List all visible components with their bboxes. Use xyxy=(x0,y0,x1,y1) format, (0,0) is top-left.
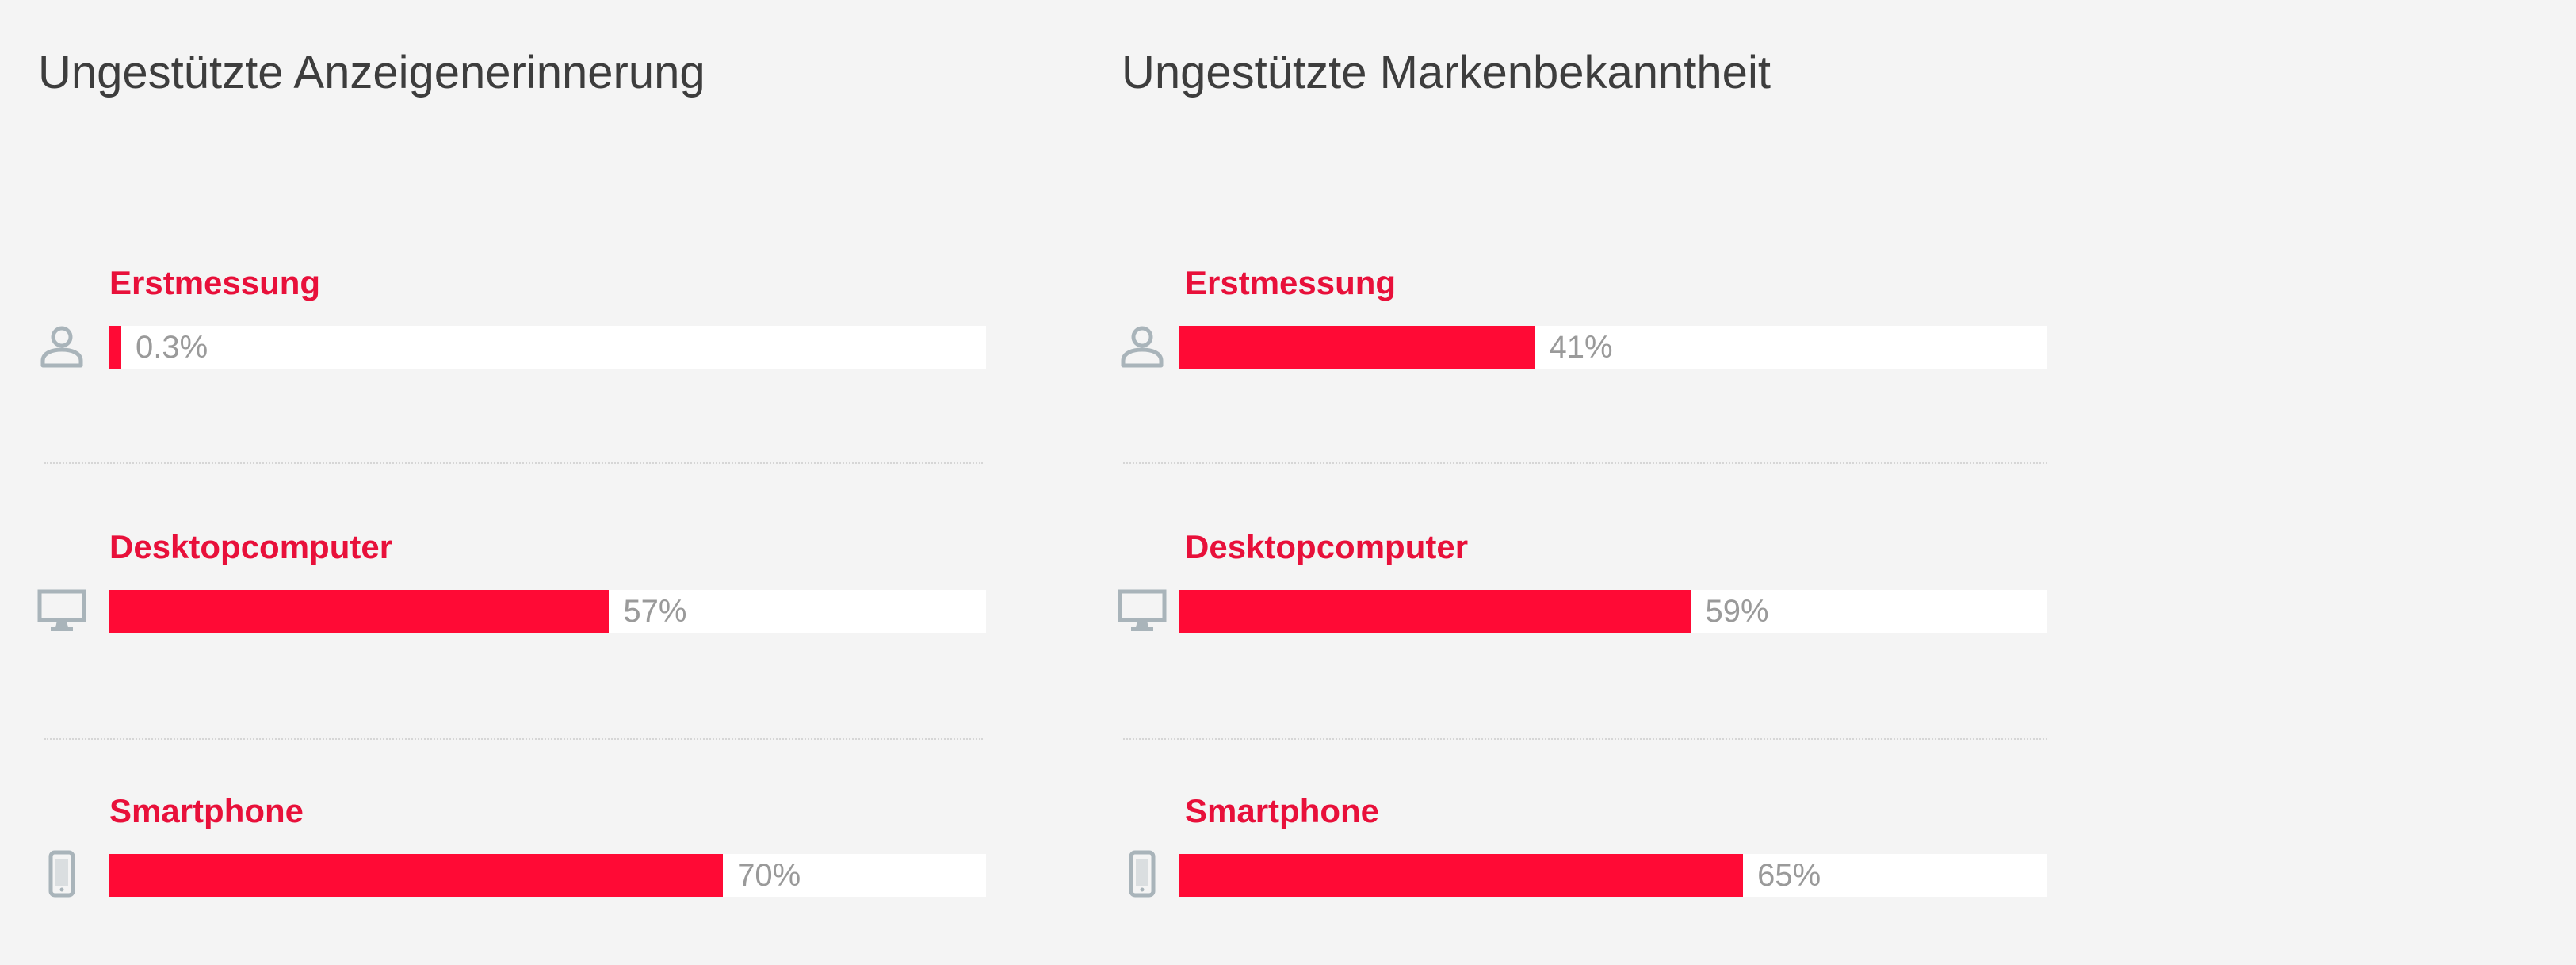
bar-value-label: 57% xyxy=(623,594,687,629)
bar-row: Desktopcomputer 57% xyxy=(0,528,999,687)
bar-value-label: 0.3% xyxy=(136,330,208,365)
smartphone-icon xyxy=(1117,849,1168,900)
person-icon xyxy=(36,321,87,372)
bar-track: 0.3% xyxy=(109,326,986,369)
bar-track: 59% xyxy=(1179,590,2047,633)
person-icon xyxy=(1117,321,1168,372)
bar xyxy=(1179,854,1744,897)
bar-row: Desktopcomputer 59% xyxy=(1078,528,2108,687)
bar-track: 41% xyxy=(1179,326,2047,369)
bar-track: 65% xyxy=(1179,854,2047,897)
bar-row: Erstmessung 41% xyxy=(1078,264,2108,423)
bar-value-label: 41% xyxy=(1549,330,1613,365)
bar-row: Smartphone 65% xyxy=(1078,792,2108,951)
row-divider xyxy=(1123,738,2047,740)
chart-panel-ad-recall: Ungestützte Anzeigenerinnerung Erstmessu… xyxy=(0,0,999,965)
bar-value-label: 70% xyxy=(737,858,801,893)
bar-row: Smartphone 70% xyxy=(0,792,999,951)
desktop-icon xyxy=(1117,585,1168,636)
desktop-icon xyxy=(36,585,87,636)
row-divider xyxy=(44,462,983,464)
bar-label: Erstmessung xyxy=(109,264,321,301)
bar-label: Erstmessung xyxy=(1185,264,1397,301)
smartphone-icon xyxy=(36,849,87,900)
bar-label: Smartphone xyxy=(1185,792,1380,829)
row-divider xyxy=(44,738,983,740)
chart-title: Ungestützte Markenbekanntheit xyxy=(1122,47,1771,98)
bar-value-label: 65% xyxy=(1757,858,1821,893)
chart-panel-brand-awareness: Ungestützte Markenbekanntheit Erstmessun… xyxy=(1078,0,2108,965)
row-divider xyxy=(1123,462,2047,464)
bar xyxy=(109,326,121,369)
bar-value-label: 59% xyxy=(1705,594,1769,629)
bar-track: 70% xyxy=(109,854,986,897)
bar-track: 57% xyxy=(109,590,986,633)
bar-label: Desktopcomputer xyxy=(1185,528,1469,565)
chart-title: Ungestützte Anzeigenerinnerung xyxy=(38,47,705,98)
bar-label: Desktopcomputer xyxy=(109,528,393,565)
bar xyxy=(109,590,610,633)
bar xyxy=(109,854,724,897)
bar xyxy=(1179,590,1691,633)
bar-label: Smartphone xyxy=(109,792,304,829)
bar xyxy=(1179,326,1535,369)
bar-row: Erstmessung 0.3% xyxy=(0,264,999,423)
